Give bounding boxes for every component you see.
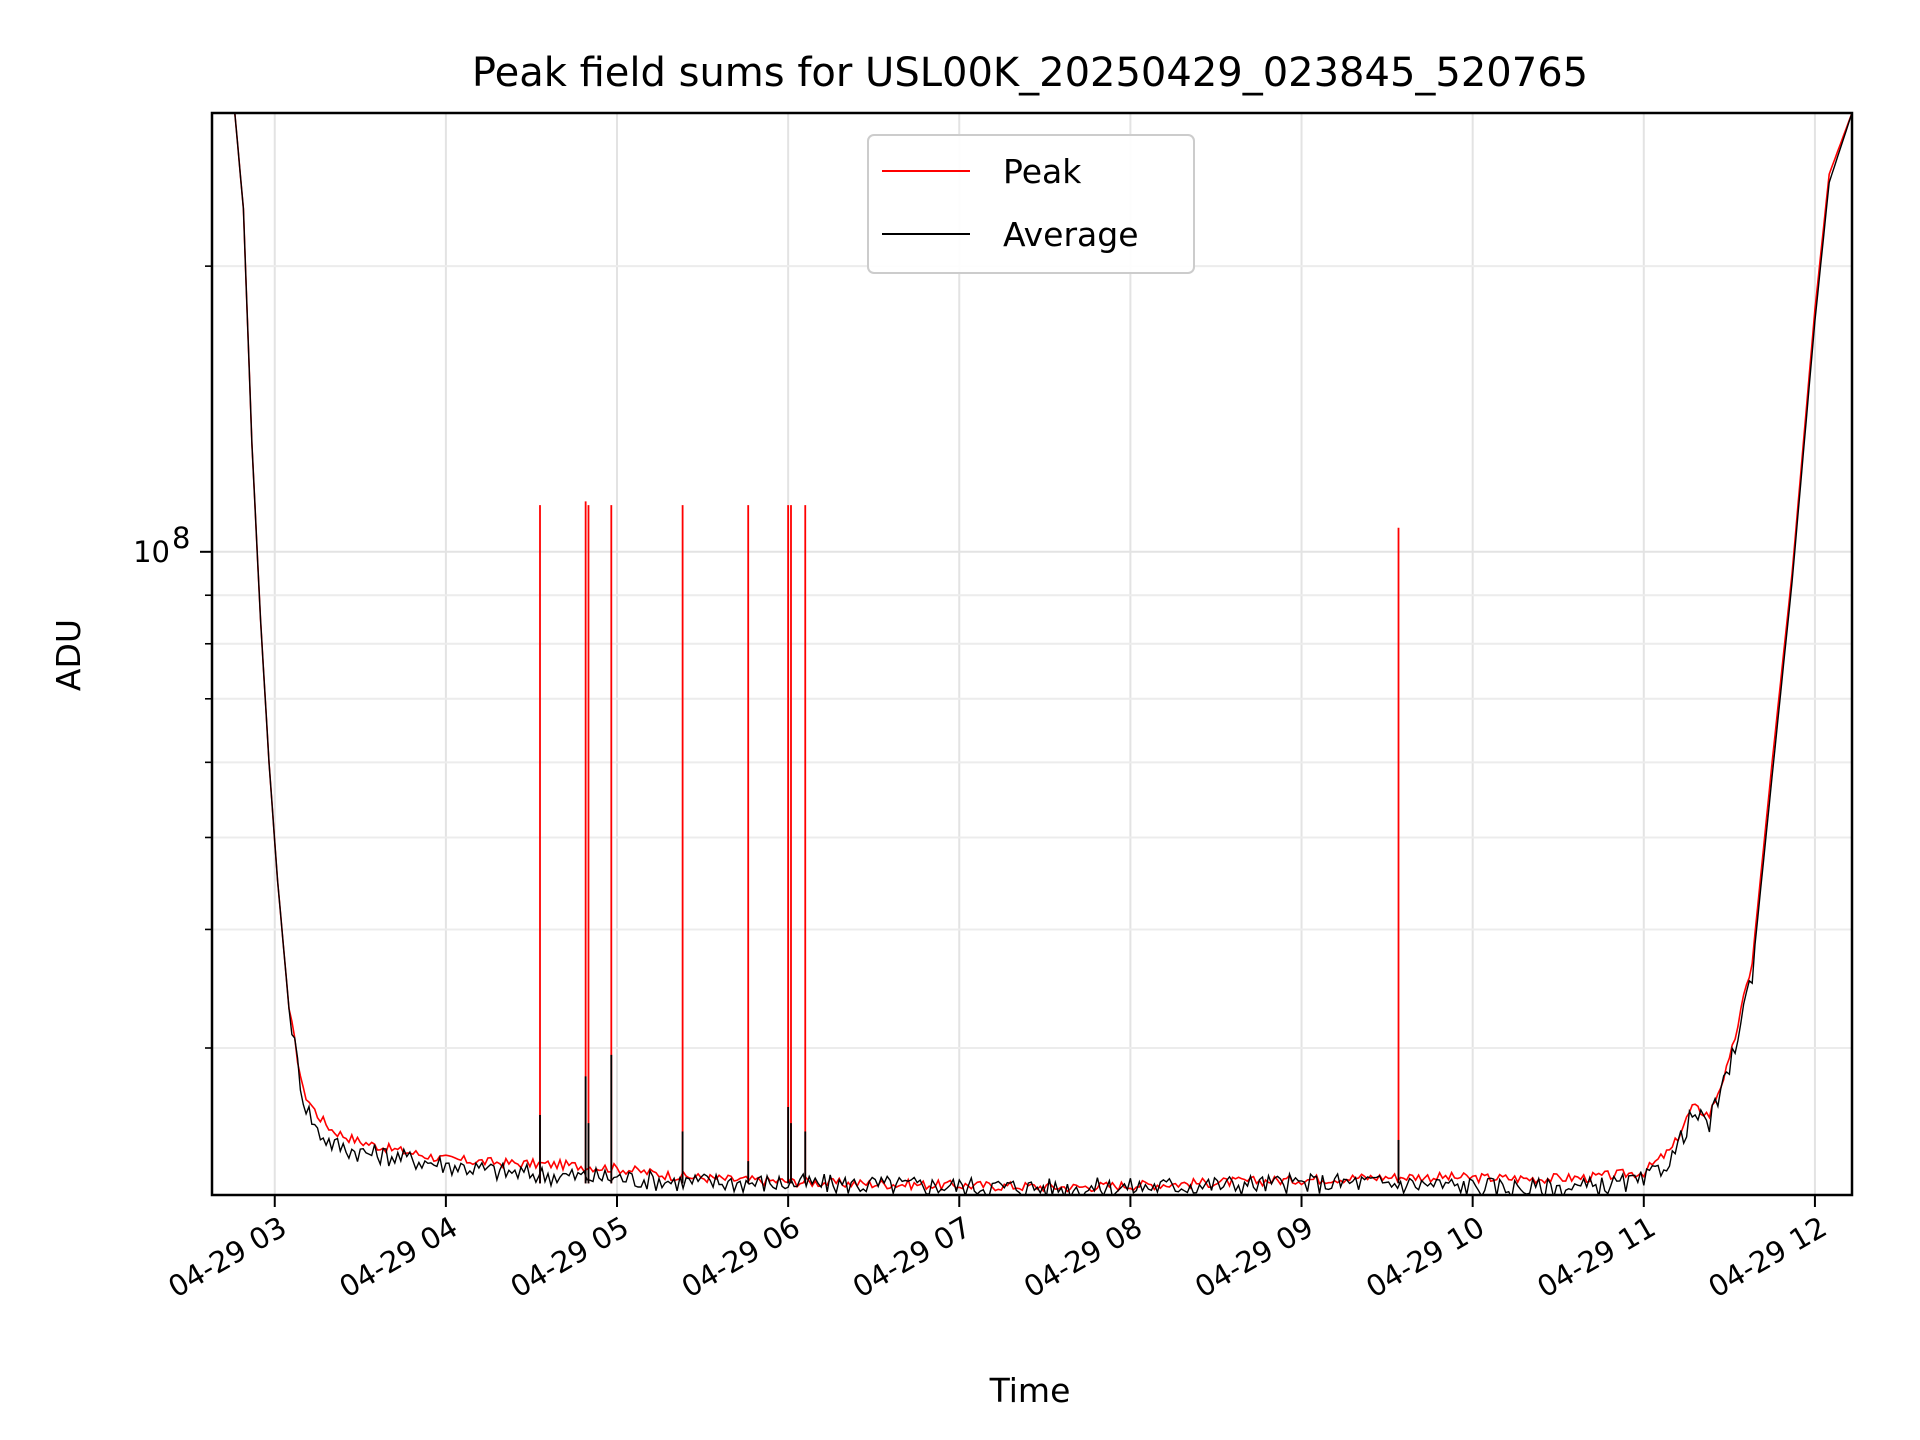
plot-frame <box>210 111 1854 1197</box>
legend: Peak Average <box>867 134 1195 274</box>
series-line-average <box>212 113 1852 1195</box>
y-tick-label: 10 <box>133 535 170 569</box>
y-axis-label: ADU <box>49 619 88 691</box>
plot-area <box>210 111 1854 1197</box>
x-axis-label: Time <box>989 1371 1071 1410</box>
legend-label-peak: Peak <box>1003 152 1082 191</box>
grid <box>212 113 1852 1195</box>
legend-box <box>867 134 1195 274</box>
y-tick-base: 10 <box>133 535 170 569</box>
series-layer <box>212 113 1852 1195</box>
legend-label-average: Average <box>1003 215 1139 254</box>
y-tick-exponent: 8 <box>172 521 190 555</box>
chart-title: Peak field sums for USL00K_20250429_0238… <box>472 50 1588 96</box>
